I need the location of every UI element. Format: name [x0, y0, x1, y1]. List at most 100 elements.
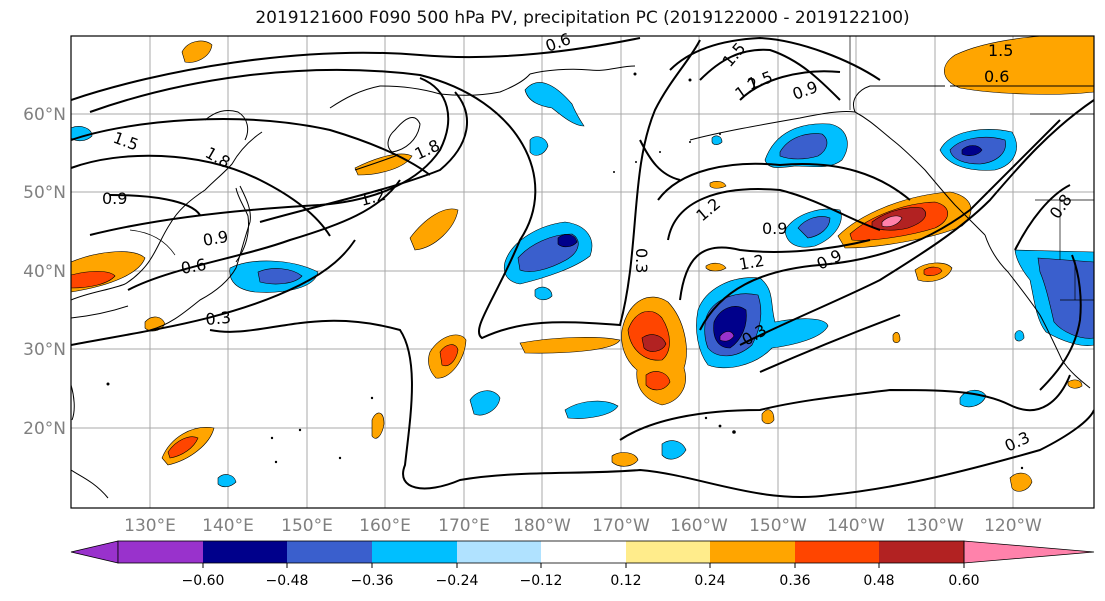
- contour-label: 0.9: [201, 227, 229, 250]
- lon-labels: 130°E 140°E 150°E 160°E 170°E 180°W 170°…: [124, 516, 1042, 536]
- precip-pos-patch: [181, 40, 213, 63]
- colorbar-tick-label: 0.36: [779, 573, 810, 589]
- precip-neg-patch: [557, 234, 578, 248]
- precip-pos-patch: [892, 331, 901, 343]
- colorbar-swatch: [795, 541, 879, 563]
- precip-neg-patch: [719, 331, 735, 342]
- lon-label: 170°E: [438, 516, 490, 536]
- precip-pos-patch: [944, 36, 1094, 95]
- colorbar-swatch: [203, 541, 287, 563]
- colorbar-tick-label: −0.60: [182, 573, 225, 589]
- precip-pos-patch: [1067, 379, 1083, 389]
- colorbar-swatch: [287, 541, 372, 563]
- precip-neg-patch: [961, 145, 983, 156]
- contour-label: 1.5: [988, 41, 1013, 60]
- contour-label: 0.8: [1046, 191, 1076, 223]
- colorbar-tick-label: −0.36: [351, 573, 394, 589]
- colorbar-tick-label: 0.60: [948, 573, 979, 589]
- map-frame: [70, 35, 1095, 509]
- precip-neg-patch: [779, 133, 828, 160]
- precip-pos-patch: [167, 436, 199, 459]
- precip-pos-patch: [354, 153, 413, 176]
- contour-label: 0.3: [1002, 428, 1033, 456]
- colorbar-swatch: [541, 541, 626, 563]
- contour-label: 0.3: [632, 248, 651, 273]
- lon-label: 140°E: [202, 516, 254, 536]
- islands: [106, 72, 1024, 470]
- precip-pos-patch: [761, 409, 775, 425]
- precip-shading: [71, 36, 1094, 492]
- colorbar-swatch: [879, 541, 964, 563]
- precip-pos-patch: [709, 181, 727, 189]
- precip-neg-patch: [529, 136, 549, 156]
- precip-neg-patch: [797, 216, 831, 239]
- precip-neg-patch: [711, 135, 723, 145]
- colorbar-swatch: [710, 541, 795, 563]
- precip-pos-patch: [705, 262, 727, 272]
- lon-label: 130°W: [906, 516, 964, 536]
- coastlines: [71, 65, 1094, 499]
- contour-label: 0.9: [762, 219, 787, 238]
- lat-label-40n: 40°N: [23, 262, 66, 282]
- colorbar-swatch: [626, 541, 710, 563]
- contour-label: 1.8: [412, 136, 443, 164]
- precip-pos-patch: [645, 371, 671, 391]
- contour-label: 0.9: [102, 189, 127, 208]
- pv-contours: [71, 36, 1094, 499]
- contour-label: 0.6: [984, 67, 1009, 86]
- precip-pos-patch: [881, 215, 903, 228]
- contour-label: 1.5: [745, 67, 775, 94]
- contour-label: 0.6: [543, 29, 573, 56]
- precip-pos-patch: [439, 344, 459, 367]
- colorbar-swatch: [372, 541, 457, 563]
- precip-pos-patch: [519, 337, 621, 354]
- precip-neg-patch: [257, 268, 303, 285]
- contour-label: 0.6: [179, 255, 207, 278]
- colorbar-tick-label: 0.12: [610, 573, 641, 589]
- colorbar-tick-label: 0.48: [863, 573, 894, 589]
- precip-neg-patch: [534, 286, 553, 301]
- contour-label: 1.5: [111, 128, 141, 155]
- precip-neg-patch: [217, 474, 237, 488]
- lon-label: 150°W: [749, 516, 807, 536]
- colorbar-swatch: [457, 541, 541, 563]
- colorbar-tick-label: −0.48: [266, 573, 309, 589]
- lon-label: 170°W: [592, 516, 650, 536]
- lon-label: 150°E: [281, 516, 333, 536]
- colorbar-high-arrow: [963, 540, 1095, 564]
- lat-label-20n: 20°N: [23, 419, 66, 439]
- colorbar-tick-label: −0.24: [436, 573, 479, 589]
- contour-label: 0.3: [205, 308, 232, 329]
- lon-label: 160°E: [359, 516, 411, 536]
- colorbar-tick-label: −0.12: [520, 573, 563, 589]
- contour-label: 1.2: [737, 251, 765, 274]
- map-title: 2019121600 F090 500 hPa PV, precipitatio…: [255, 8, 910, 28]
- lon-label: 160°W: [670, 516, 728, 536]
- lat-label-60n: 60°N: [23, 105, 66, 125]
- lat-label-30n: 30°N: [23, 340, 66, 360]
- lon-label: 130°E: [124, 516, 176, 536]
- precip-neg-patch: [1014, 330, 1025, 342]
- precip-neg-patch: [469, 390, 501, 416]
- colorbar: −0.60 −0.48 −0.36 −0.24 −0.12 0.12 0.24 …: [70, 540, 1095, 589]
- lon-label: 140°W: [827, 516, 885, 536]
- contour-label: 1.2: [692, 194, 724, 225]
- precip-neg-patch: [524, 82, 585, 127]
- precip-pos-patch: [923, 266, 943, 276]
- precip-neg-patch: [661, 440, 687, 460]
- contour-label: 0.9: [790, 77, 820, 104]
- colorbar-low-arrow: [70, 540, 119, 564]
- precip-pos-patch: [1009, 472, 1033, 492]
- precip-pos-patch: [71, 271, 116, 289]
- lat-labels: 60°N 50°N 40°N 30°N 20°N: [23, 105, 66, 439]
- contour-label: 1.2: [358, 185, 388, 210]
- lat-label-50n: 50°N: [23, 183, 66, 203]
- lon-label: 120°W: [984, 516, 1042, 536]
- precip-pos-patch: [641, 334, 667, 352]
- lon-label: 180°W: [513, 516, 571, 536]
- colorbar-tick-label: 0.24: [694, 573, 725, 589]
- colorbar-swatch: [118, 541, 203, 563]
- precip-neg-patch: [564, 400, 619, 419]
- precip-pos-patch: [611, 452, 639, 467]
